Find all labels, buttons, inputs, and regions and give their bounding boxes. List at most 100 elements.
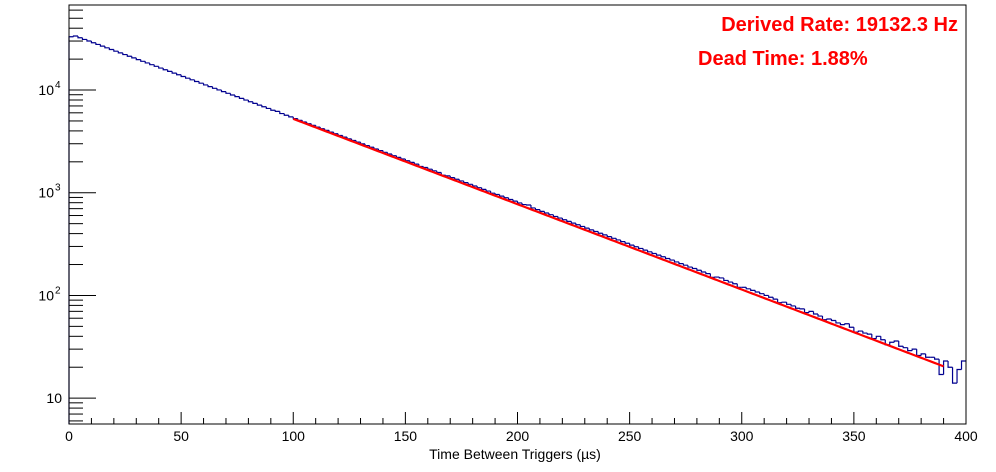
histogram-bin	[651, 251, 657, 255]
histogram-bin	[812, 311, 818, 315]
histogram-bin	[907, 347, 913, 352]
histogram-bin	[898, 341, 904, 347]
histogram-bin	[189, 78, 195, 81]
dead-time-label: Dead Time: 1.88%	[698, 48, 868, 70]
histogram-bin	[570, 221, 576, 224]
histogram-bin	[673, 260, 679, 263]
histogram-bin	[700, 270, 706, 273]
histogram-bin	[193, 79, 200, 83]
histogram-bin	[162, 68, 168, 71]
histogram-bin	[830, 318, 836, 322]
histogram-bin	[655, 253, 662, 256]
histogram-bin	[925, 353, 931, 358]
histogram-bin	[579, 224, 585, 228]
histogram-bin	[377, 148, 383, 152]
histogram-bin	[382, 150, 388, 153]
histogram-bin	[552, 214, 558, 218]
x-axis: 0 50 100 150 200 250 300 350 400	[65, 412, 978, 444]
histogram-bin	[754, 290, 760, 293]
histogram-bin	[481, 187, 487, 190]
histogram-bin	[745, 287, 751, 290]
x-tick-label: 250	[618, 428, 642, 444]
histogram-bin	[956, 368, 962, 384]
histogram-bin	[413, 162, 419, 165]
histogram-bin	[225, 91, 231, 94]
histogram-bin	[516, 201, 522, 204]
histogram-bin	[234, 94, 240, 98]
histogram-bin	[144, 61, 150, 64]
histogram-bin	[808, 310, 814, 313]
histogram-bin	[593, 229, 599, 233]
histogram-bin	[72, 35, 78, 37]
histogram-bin	[678, 261, 684, 265]
histogram-bin	[732, 282, 738, 285]
histogram-bin	[503, 196, 509, 199]
x-tick-label: 100	[282, 428, 306, 444]
histogram-bin	[176, 73, 182, 76]
histogram-bin	[660, 255, 666, 258]
y-tick-exponent: 2	[55, 285, 61, 296]
histogram-bin	[880, 336, 886, 341]
histogram-bin	[211, 86, 218, 89]
histogram-bin	[835, 320, 841, 324]
fit-curve-group	[292, 117, 944, 368]
histogram-bin	[597, 231, 603, 234]
histogram-bin	[207, 84, 213, 88]
histogram-bin	[507, 197, 514, 201]
histogram-bin	[292, 116, 298, 120]
histogram-bin	[454, 177, 460, 180]
histogram-bin	[951, 367, 958, 384]
histogram-bin	[862, 331, 868, 334]
histogram-bin	[539, 209, 545, 212]
histogram-bin	[467, 182, 473, 185]
histogram-bin	[826, 318, 832, 320]
histogram-bin	[530, 204, 536, 209]
histogram-bin	[875, 335, 881, 339]
histogram-bin	[498, 194, 505, 197]
histogram-bin	[866, 333, 872, 335]
histogram-bin	[95, 42, 101, 46]
histogram-bin	[942, 360, 949, 375]
x-tick-label: 350	[842, 428, 866, 444]
histogram-bin	[602, 233, 608, 236]
histogram-bin	[386, 152, 392, 155]
histogram-bin	[821, 316, 827, 321]
histogram-bin	[682, 263, 688, 266]
histogram-bin	[140, 59, 146, 62]
histogram-bin	[77, 35, 83, 39]
histogram-bin	[149, 62, 155, 66]
histogram-bin	[786, 302, 792, 305]
histogram-bin	[669, 258, 675, 261]
histogram-bin	[759, 292, 765, 295]
histogram-bin	[108, 47, 114, 51]
histogram-series	[68, 35, 966, 424]
histogram-bin	[126, 54, 132, 57]
histogram-bin	[476, 186, 482, 189]
histogram-bin	[472, 184, 478, 187]
histogram-bin	[566, 219, 572, 222]
histogram-bin	[158, 66, 164, 69]
x-tick-label: 150	[394, 428, 418, 444]
histogram-bin	[633, 245, 639, 248]
histogram-bin	[750, 288, 756, 291]
histogram-bin	[436, 170, 442, 174]
histogram-bin	[723, 277, 729, 282]
histogram-bin	[400, 157, 406, 160]
histogram-bin	[920, 353, 926, 356]
histogram-bin	[611, 236, 617, 239]
fit-curve	[292, 117, 944, 368]
histogram-bin	[606, 234, 612, 238]
derived-rate-label: Derived Rate: 19132.3 Hz	[721, 14, 958, 36]
histogram-bin	[167, 69, 173, 72]
histogram-bin	[247, 100, 253, 103]
histogram-bin	[817, 313, 823, 317]
histogram-bin	[705, 272, 711, 275]
histogram-bin	[274, 110, 280, 112]
histogram-bin	[216, 88, 222, 91]
histogram-bin	[575, 223, 581, 226]
histogram-bin	[543, 211, 549, 214]
y-tick-exponent: 3	[55, 183, 61, 194]
histogram-bin	[404, 159, 410, 162]
histogram-bin	[642, 248, 648, 251]
